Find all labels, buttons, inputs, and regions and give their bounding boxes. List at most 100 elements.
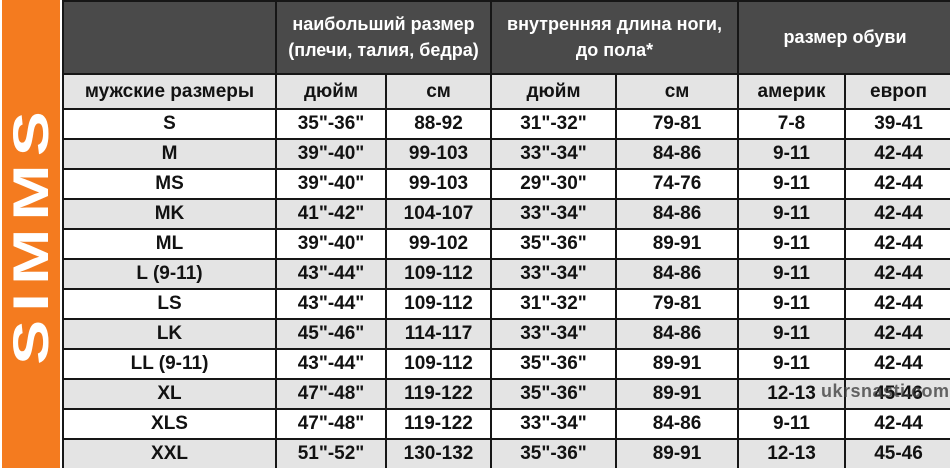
cell-value: 42-44 (844, 408, 950, 440)
cell-value: 84-86 (615, 408, 740, 440)
cell-value: 9-11 (737, 228, 847, 260)
cell-value: 35"-36" (275, 108, 387, 140)
cell-value: 104-107 (384, 198, 493, 230)
cell-value: 42-44 (844, 288, 950, 320)
cell-value: 47"-48" (275, 408, 387, 440)
col-header-inch-2: дюйм (490, 73, 618, 110)
simms-logo: SIMMS (3, 103, 59, 365)
cell-size-label: XL (62, 378, 277, 410)
cell-value: 42-44 (844, 168, 950, 200)
cell-value: 35"-36" (490, 438, 618, 468)
cell-value: 43"-44" (275, 288, 387, 320)
cell-size-label: MS (62, 168, 277, 200)
cell-size-label: M (62, 138, 277, 170)
col-header-mens-sizes: мужские размеры (62, 73, 277, 110)
cell-value: 43"-44" (275, 348, 387, 380)
watermark: ukrsnasti.com (821, 381, 950, 401)
cell-value: 9-11 (737, 258, 847, 290)
corner-cell (62, 0, 277, 75)
cell-size-label: S (62, 108, 277, 140)
cell-value: 84-86 (615, 318, 740, 350)
cell-value: 84-86 (615, 198, 740, 230)
cell-size-label: XLS (62, 408, 277, 440)
size-row: XXL 51"-52" 130-132 35"-36" 89-91 12-13 45-46 (62, 438, 950, 468)
cell-value: 9-11 (737, 198, 847, 230)
cell-value: 31"-32" (490, 288, 618, 320)
group-header-inseam: внутренняя длина ноги, до пола* (490, 0, 740, 75)
cell-value: 42-44 (844, 138, 950, 170)
cell-value: 35"-36" (490, 348, 618, 380)
cell-value: 29"-30" (490, 168, 618, 200)
cell-value: 45-46 (844, 378, 950, 410)
cell-value: 42-44 (844, 258, 950, 290)
cell-value: 35"-36" (490, 228, 618, 260)
cell-value: 109-112 (384, 288, 493, 320)
cell-value: 9-11 (737, 168, 847, 200)
sub-header-row: мужские размеры дюйм см дюйм см америк е… (62, 73, 950, 110)
group-header-body-size: наибольший размер (плечи, талия, бедра) (274, 0, 493, 75)
cell-value: 45"-46" (275, 318, 387, 350)
cell-size-label: LL (9-11) (62, 348, 277, 380)
cell-value: 79-81 (615, 108, 740, 140)
cell-value: 99-102 (384, 228, 493, 260)
cell-value: 130-132 (384, 438, 493, 468)
cell-value: 39"-40" (275, 168, 387, 200)
col-header-eu: европ (844, 73, 950, 110)
cell-value: 99-103 (384, 168, 493, 200)
size-row: ML 39"-40" 99-102 35"-36" 89-91 9-11 42-44 (62, 228, 950, 260)
cell-size-label: L (9-11) (62, 258, 277, 290)
col-header-cm-2: см (615, 73, 740, 110)
cell-value: 12-13 (737, 378, 847, 410)
col-header-cm-1: см (384, 73, 493, 110)
size-row: XLS 47"-48" 119-122 33"-34" 84-86 9-11 42-44 (62, 408, 950, 440)
size-row: LS 43"-44" 109-112 31"-32" 79-81 9-11 42-44 (62, 288, 950, 320)
cell-value: 39-41 (844, 108, 950, 140)
brand-bar: SIMMS (2, 0, 60, 468)
cell-value: 43"-44" (275, 258, 387, 290)
cell-value: 89-91 (615, 378, 740, 410)
cell-value: 33"-34" (490, 258, 618, 290)
cell-value: 42-44 (844, 228, 950, 260)
cell-value: 119-122 (384, 378, 493, 410)
cell-value: 84-86 (615, 258, 740, 290)
cell-value: 9-11 (737, 288, 847, 320)
cell-value: 33"-34" (490, 198, 618, 230)
cell-size-label: LS (62, 288, 277, 320)
size-table: наибольший размер (плечи, талия, бедра) … (62, 0, 950, 468)
group-header-shoe-size: размер обуви (737, 0, 950, 75)
cell-value: 79-81 (615, 288, 740, 320)
cell-value: 31"-32" (490, 108, 618, 140)
cell-value: 33"-34" (490, 408, 618, 440)
cell-size-label: ML (62, 228, 277, 260)
cell-value: 74-76 (615, 168, 740, 200)
size-row: MK 41"-42" 104-107 33"-34" 84-86 9-11 42-44 (62, 198, 950, 230)
cell-value: 99-103 (384, 138, 493, 170)
cell-value: 9-11 (737, 408, 847, 440)
cell-value: 119-122 (384, 408, 493, 440)
cell-value: 109-112 (384, 258, 493, 290)
size-row: MS 39"-40" 99-103 29"-30" 74-76 9-11 42-44 (62, 168, 950, 200)
size-row: LL (9-11) 43"-44" 109-112 35"-36" 89-91 9-11 4… (62, 348, 950, 380)
cell-value: 89-91 (615, 438, 740, 468)
cell-value: 45-46 (844, 438, 950, 468)
cell-value: 39"-40" (275, 228, 387, 260)
cell-value: 7-8 (737, 108, 847, 140)
col-header-us: америк (737, 73, 847, 110)
cell-value: 33"-34" (490, 138, 618, 170)
cell-value: 41"-42" (275, 198, 387, 230)
cell-value: 33"-34" (490, 318, 618, 350)
col-header-inch-1: дюйм (275, 73, 387, 110)
cell-value: 9-11 (737, 138, 847, 170)
cell-value: 42-44 (844, 318, 950, 350)
cell-value: 9-11 (737, 348, 847, 380)
cell-value: 47"-48" (275, 378, 387, 410)
size-row: L (9-11) 43"-44" 109-112 33"-34" 84-86 9-11 42… (62, 258, 950, 290)
cell-value: 109-112 (384, 348, 493, 380)
cell-value: 35"-36" (490, 378, 618, 410)
cell-value: 9-11 (737, 318, 847, 350)
size-row: M 39"-40" 99-103 33"-34" 84-86 9-11 42-44 (62, 138, 950, 170)
cell-value: 84-86 (615, 138, 740, 170)
cell-value: 88-92 (384, 108, 493, 140)
size-row: S 35"-36" 88-92 31"-32" 79-81 7-8 39-41 (62, 108, 950, 140)
